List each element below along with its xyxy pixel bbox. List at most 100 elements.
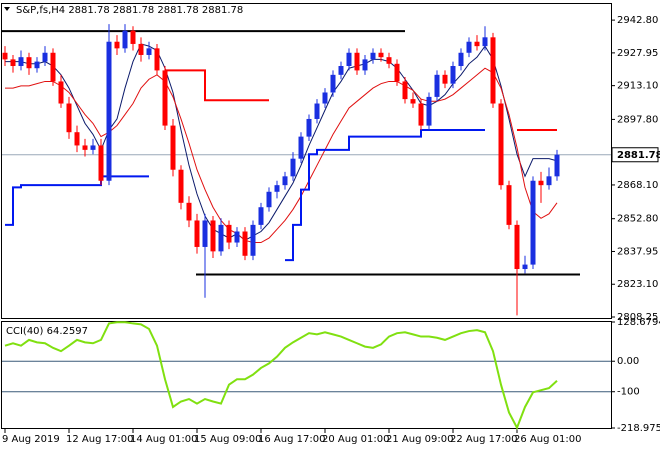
x-tick-label: 15 Aug 09:00 [194, 434, 261, 445]
candle-body [410, 99, 416, 104]
candle-body [2, 52, 8, 60]
candle-body [378, 52, 384, 58]
y-tick-label: 2942.80 [617, 15, 658, 26]
candle-body [146, 48, 152, 55]
candle-body [58, 81, 64, 104]
y-tick-label: 2808.25 [617, 312, 658, 323]
x-tick-label: 21 Aug 09:00 [386, 434, 453, 445]
candle-body [50, 52, 56, 82]
candle-body [514, 224, 520, 270]
candle-body [538, 180, 544, 186]
cci-title: CCI(40) 64.2597 [6, 326, 88, 337]
candle-body [466, 41, 472, 53]
candle-body [130, 30, 136, 44]
cci-panel-frame [1, 321, 612, 429]
x-tick-label: 9 Aug 2019 [2, 434, 60, 445]
y-tick-label: -218.9751 [617, 423, 660, 434]
candle-body [298, 136, 304, 159]
y-tick-label: 2897.80 [617, 114, 658, 125]
candle-body [74, 132, 80, 146]
candle-body [554, 154, 560, 177]
candle-body [234, 231, 240, 243]
step-line [165, 69, 557, 131]
candle-body [314, 103, 320, 119]
candle-body [338, 66, 344, 75]
candle-body [250, 224, 256, 256]
candle-body [258, 207, 264, 225]
candle-body [362, 59, 368, 71]
y-tick-label: 2868.10 [617, 180, 658, 191]
x-tick-label: 14 Aug 01:00 [130, 434, 197, 445]
candle-body [426, 96, 432, 126]
candle-body [394, 63, 400, 82]
candle-body [458, 52, 464, 67]
candle-body [202, 220, 208, 247]
y-tick-label: 2837.95 [617, 246, 658, 257]
candle-body [370, 52, 376, 60]
y-tick-label: 2913.10 [617, 81, 658, 92]
last-price-label: 2881.78 [617, 150, 660, 161]
candle-body [354, 52, 360, 71]
candle-body [98, 145, 104, 181]
candle-body [114, 41, 120, 49]
candle-body [34, 61, 40, 69]
moving-average [5, 43, 558, 241]
candle-body [490, 37, 496, 104]
x-tick-label: 22 Aug 17:00 [450, 434, 517, 445]
candle-body [546, 176, 552, 186]
y-tick-label: -100 [617, 387, 640, 398]
last-price-box [611, 147, 659, 163]
candle-body [242, 231, 248, 256]
candle-body [386, 57, 392, 64]
candle-body [498, 103, 504, 186]
candle-body [170, 125, 176, 170]
candle-body [226, 224, 232, 243]
candle-body [178, 169, 184, 203]
candle-body [186, 202, 192, 221]
candle-body [402, 81, 408, 100]
candle-body [346, 52, 352, 67]
candle-body [106, 41, 112, 181]
cci-line [4, 321, 558, 431]
candle-body [434, 74, 440, 97]
candle-body [450, 66, 456, 84]
candle-body [66, 103, 72, 133]
candle-body [162, 70, 168, 126]
candle-body [474, 41, 480, 47]
candle-body [330, 74, 336, 93]
candle-body [418, 103, 424, 126]
candle-body [26, 57, 32, 69]
candle-body [266, 191, 272, 208]
candle-body [210, 220, 216, 252]
candle-body [290, 158, 296, 177]
candle-body [322, 92, 328, 104]
candle-body [522, 264, 528, 270]
candle-body [530, 180, 536, 265]
candle-body [138, 43, 144, 55]
candle-body [82, 145, 88, 150]
candle-body [442, 74, 448, 84]
candle-body [482, 37, 488, 47]
x-tick-label: 12 Aug 17:00 [66, 434, 133, 445]
candle-body [274, 185, 280, 192]
candle-body [506, 185, 512, 225]
moving-average [5, 67, 558, 244]
candle-body [42, 52, 48, 62]
candle-body [282, 176, 288, 186]
chart-title: S&P,fs,H4 2881.78 2881.78 2881.78 2881.7… [16, 5, 243, 16]
y-tick-label: 2852.80 [617, 214, 658, 225]
x-tick-label: 20 Aug 01:00 [322, 434, 389, 445]
x-tick-label: 16 Aug 17:00 [258, 434, 325, 445]
candle-body [10, 59, 16, 67]
candle-body [90, 145, 96, 150]
menu-arrow [4, 7, 10, 11]
y-tick-label: 128.6794 [617, 317, 660, 328]
candle-body [306, 118, 312, 137]
candle-body [218, 224, 224, 252]
x-tick-label: 26 Aug 01:00 [514, 434, 581, 445]
y-tick-label: 2927.95 [617, 48, 658, 59]
candle-body [18, 57, 24, 67]
step-line [5, 128, 485, 262]
